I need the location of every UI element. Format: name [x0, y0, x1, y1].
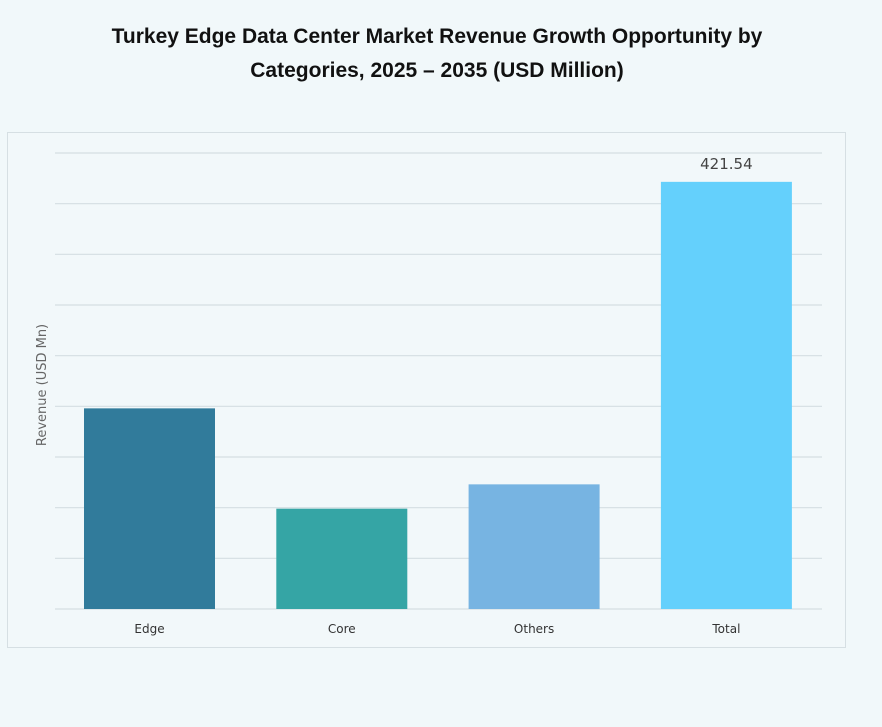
bar-core: [276, 508, 408, 609]
x-tick-label: Total: [711, 622, 740, 636]
chart-title-line-1: Turkey Edge Data Center Market Revenue G…: [111, 25, 763, 48]
bar-others: [468, 484, 600, 609]
chart-title-line-2: Categories, 2025 – 2035 (USD Million): [250, 59, 624, 82]
bar-total: [660, 181, 792, 609]
x-tick-label: Edge: [134, 622, 164, 636]
x-tick-label: Others: [514, 622, 554, 636]
y-axis-label: Revenue (USD Mn): [35, 324, 50, 446]
bar-edge: [84, 408, 215, 609]
x-tick-label: Core: [328, 622, 356, 636]
chart-title: Turkey Edge Data Center Market Revenue G…: [0, 20, 874, 88]
data-label: 421.54: [700, 155, 753, 173]
